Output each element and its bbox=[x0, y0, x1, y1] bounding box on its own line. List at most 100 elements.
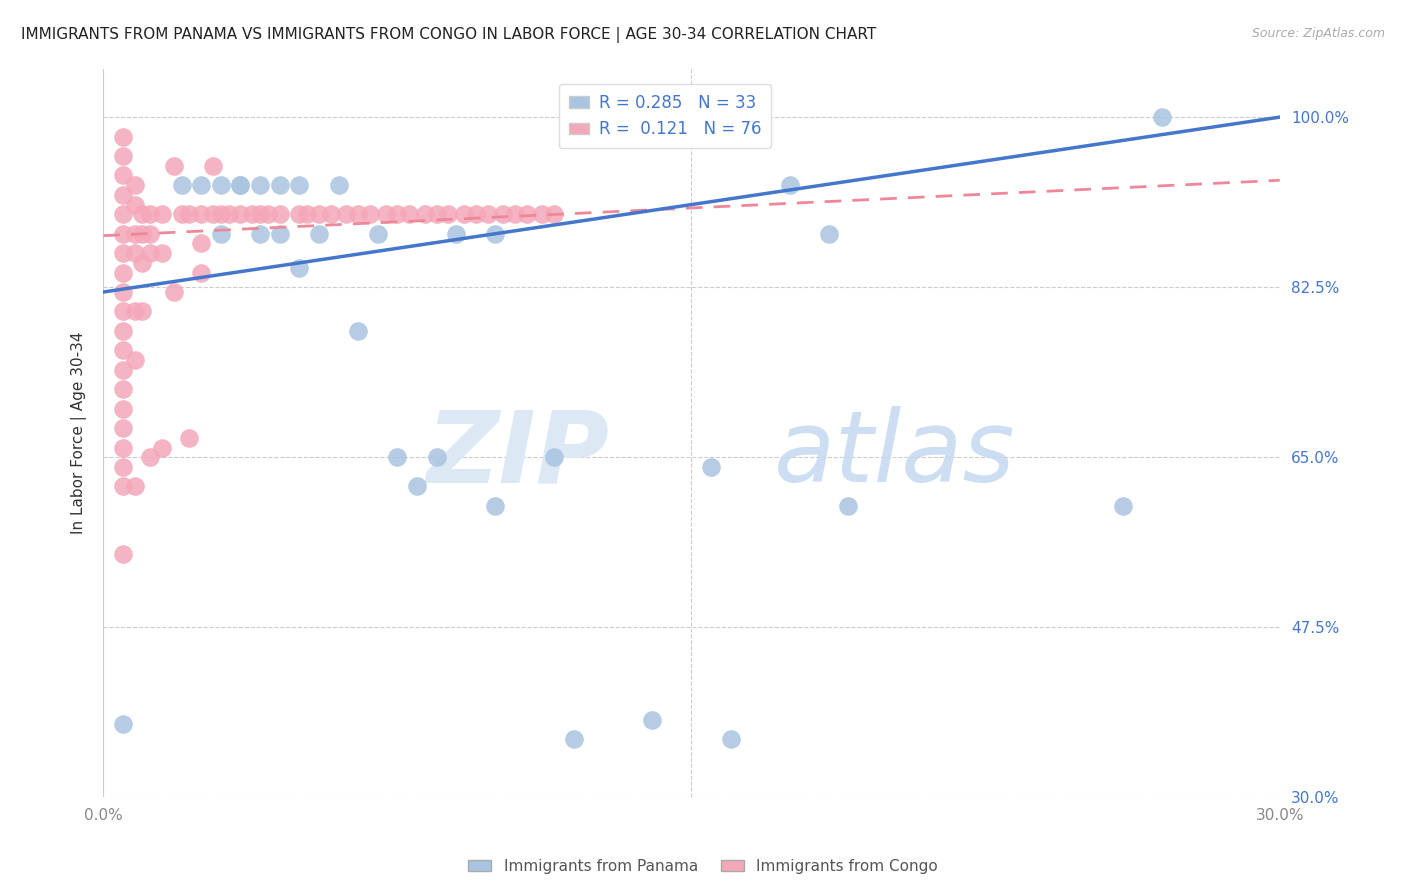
Point bbox=[367, 227, 389, 241]
Point bbox=[288, 178, 311, 193]
Point bbox=[111, 401, 134, 416]
Point bbox=[170, 178, 193, 193]
Point bbox=[111, 304, 134, 318]
Point bbox=[218, 207, 240, 221]
Point bbox=[170, 207, 193, 221]
Point bbox=[543, 207, 565, 221]
Point bbox=[779, 178, 801, 193]
Point bbox=[387, 450, 409, 465]
Point bbox=[209, 178, 232, 193]
Point bbox=[139, 227, 162, 241]
Point bbox=[111, 285, 134, 299]
Point bbox=[124, 197, 146, 211]
Point bbox=[179, 431, 201, 445]
Point bbox=[229, 178, 252, 193]
Text: atlas: atlas bbox=[773, 407, 1015, 503]
Point bbox=[139, 450, 162, 465]
Point bbox=[249, 178, 271, 193]
Point bbox=[163, 285, 186, 299]
Point bbox=[288, 207, 311, 221]
Point bbox=[179, 207, 201, 221]
Point bbox=[288, 260, 311, 275]
Point bbox=[163, 159, 186, 173]
Point bbox=[111, 343, 134, 358]
Text: IMMIGRANTS FROM PANAMA VS IMMIGRANTS FROM CONGO IN LABOR FORCE | AGE 30-34 CORRE: IMMIGRANTS FROM PANAMA VS IMMIGRANTS FRO… bbox=[21, 27, 876, 43]
Point bbox=[124, 178, 146, 193]
Point bbox=[202, 207, 225, 221]
Point bbox=[387, 207, 409, 221]
Point bbox=[503, 207, 526, 221]
Point bbox=[347, 324, 370, 338]
Point bbox=[720, 732, 742, 747]
Y-axis label: In Labor Force | Age 30-34: In Labor Force | Age 30-34 bbox=[72, 332, 87, 534]
Point bbox=[139, 246, 162, 260]
Point bbox=[406, 479, 429, 493]
Point bbox=[131, 227, 153, 241]
Point bbox=[1152, 110, 1174, 124]
Point bbox=[229, 178, 252, 193]
Point bbox=[229, 207, 252, 221]
Point bbox=[111, 421, 134, 435]
Point bbox=[484, 499, 506, 513]
Point bbox=[562, 732, 585, 747]
Point bbox=[641, 713, 664, 727]
Point bbox=[190, 178, 212, 193]
Legend: Immigrants from Panama, Immigrants from Congo: Immigrants from Panama, Immigrants from … bbox=[463, 853, 943, 880]
Point bbox=[308, 207, 330, 221]
Point bbox=[398, 207, 420, 221]
Point bbox=[240, 207, 263, 221]
Point bbox=[209, 227, 232, 241]
Point bbox=[124, 304, 146, 318]
Point bbox=[269, 227, 291, 241]
Point bbox=[150, 246, 173, 260]
Point bbox=[111, 382, 134, 396]
Point bbox=[111, 479, 134, 493]
Point bbox=[111, 246, 134, 260]
Point bbox=[249, 227, 271, 241]
Point bbox=[484, 227, 506, 241]
Point bbox=[111, 227, 134, 241]
Point bbox=[202, 159, 225, 173]
Point bbox=[150, 207, 173, 221]
Point bbox=[111, 459, 134, 474]
Point bbox=[111, 548, 134, 562]
Point bbox=[700, 459, 723, 474]
Point bbox=[124, 246, 146, 260]
Point bbox=[1112, 499, 1135, 513]
Point bbox=[124, 353, 146, 368]
Point bbox=[190, 236, 212, 251]
Point bbox=[209, 207, 232, 221]
Point bbox=[111, 187, 134, 202]
Point bbox=[111, 324, 134, 338]
Point bbox=[111, 169, 134, 183]
Legend: R = 0.285   N = 33, R =  0.121   N = 76: R = 0.285 N = 33, R = 0.121 N = 76 bbox=[558, 84, 770, 148]
Point bbox=[111, 207, 134, 221]
Text: Source: ZipAtlas.com: Source: ZipAtlas.com bbox=[1251, 27, 1385, 40]
Point bbox=[374, 207, 396, 221]
Point bbox=[319, 207, 342, 221]
Point bbox=[124, 479, 146, 493]
Point bbox=[190, 207, 212, 221]
Point bbox=[131, 207, 153, 221]
Point bbox=[347, 207, 370, 221]
Point bbox=[492, 207, 515, 221]
Point bbox=[269, 207, 291, 221]
Point bbox=[837, 499, 859, 513]
Point bbox=[190, 266, 212, 280]
Point bbox=[111, 441, 134, 455]
Point bbox=[444, 227, 467, 241]
Point bbox=[335, 207, 357, 221]
Point bbox=[543, 450, 565, 465]
Point bbox=[817, 227, 839, 241]
Point bbox=[124, 227, 146, 241]
Point bbox=[257, 207, 280, 221]
Point bbox=[111, 717, 134, 731]
Point bbox=[413, 207, 436, 221]
Point bbox=[516, 207, 538, 221]
Point bbox=[295, 207, 318, 221]
Text: ZIP: ZIP bbox=[426, 407, 609, 503]
Point bbox=[437, 207, 460, 221]
Point bbox=[131, 304, 153, 318]
Point bbox=[111, 149, 134, 163]
Point bbox=[139, 207, 162, 221]
